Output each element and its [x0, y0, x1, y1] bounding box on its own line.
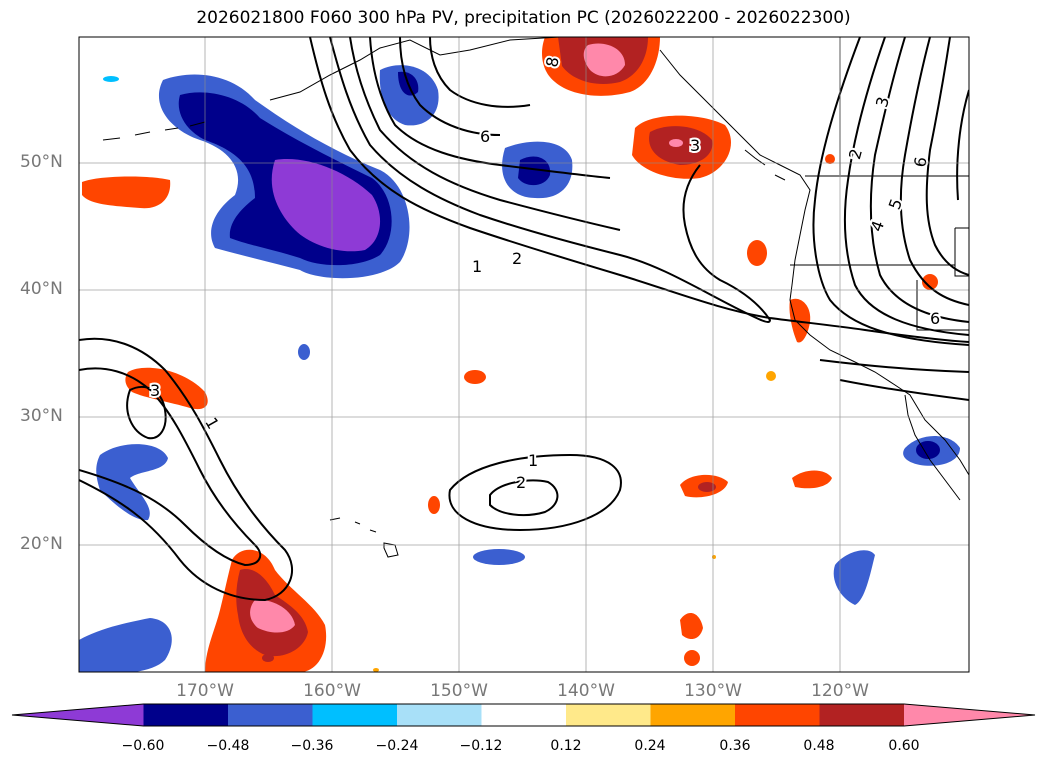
lon-label-140w: 140°W: [557, 681, 615, 701]
lon-label-170w: 170°W: [176, 681, 234, 701]
colorbar-tick: 0.24: [634, 738, 665, 754]
lon-label-120w: 120°W: [811, 681, 869, 701]
colorbar-segment: [397, 704, 482, 726]
colorbar-segment: [144, 704, 229, 726]
contour-label: 3: [690, 136, 700, 155]
colorbar-segment: [651, 704, 736, 726]
lat-label-20n: 20°N: [20, 534, 63, 554]
colorbar-tick: −0.12: [460, 738, 503, 754]
colorbar-segment: [735, 704, 820, 726]
lon-label-130w: 130°W: [684, 681, 742, 701]
colorbar-segment: [228, 704, 313, 726]
lat-label-50n: 50°N: [20, 152, 63, 172]
colorbar-tick: 0.36: [719, 738, 750, 754]
colorbar-tick: 0.12: [550, 738, 581, 754]
colorbar-tick: −0.48: [207, 738, 250, 754]
colorbar-tick: −0.36: [291, 738, 334, 754]
contour-label: 2: [516, 473, 526, 492]
contour-label: 1: [528, 451, 538, 470]
colorbar-tick: 0.60: [888, 738, 919, 754]
colorbar-segment: [566, 704, 651, 726]
colorbar-segment: [313, 704, 398, 726]
contour-label: 6: [480, 127, 490, 146]
colorbar-segment: [820, 704, 905, 726]
lon-label-160w: 160°W: [303, 681, 361, 701]
colorbar-tick: −0.24: [376, 738, 419, 754]
colorbar-tick: 0.48: [803, 738, 834, 754]
contour-label: 3: [150, 381, 160, 400]
contour-label: 6: [930, 309, 940, 328]
contour-label: 2: [512, 249, 522, 268]
lon-label-150w: 150°W: [430, 681, 488, 701]
colorbar: [12, 704, 1035, 726]
contour-label: 1: [472, 257, 482, 276]
map-plot: 6 8 3 1 2 1 2 3 1 3 2 5 4 6 6: [0, 0, 1047, 765]
colorbar-segment: [482, 704, 567, 726]
colorbar-extend-right: [904, 704, 1035, 726]
lat-label-40n: 40°N: [20, 279, 63, 299]
lat-label-30n: 30°N: [20, 406, 63, 426]
colorbar-tick: −0.60: [122, 738, 165, 754]
colorbar-extend-left: [12, 704, 144, 726]
